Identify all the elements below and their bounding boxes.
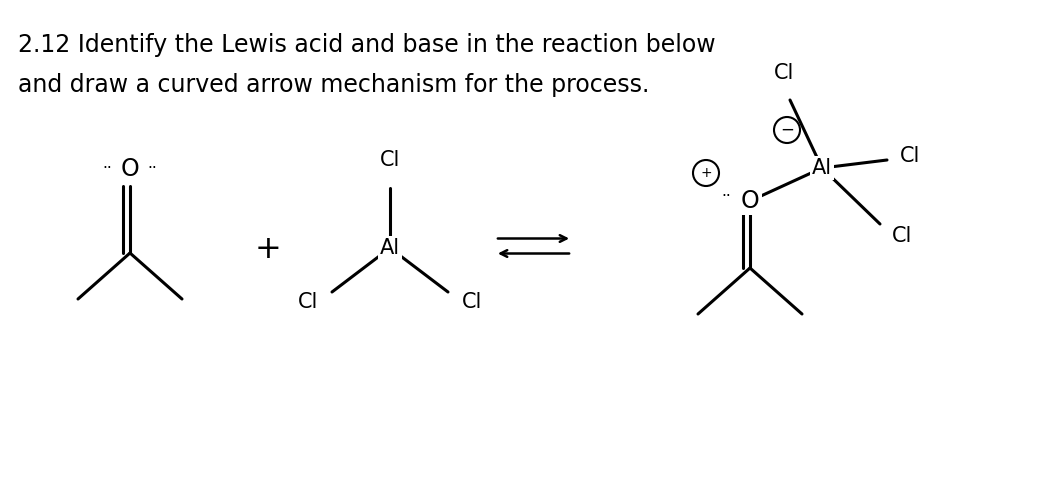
Text: O: O bbox=[740, 189, 759, 213]
Text: ··: ·· bbox=[721, 189, 731, 205]
Text: Cl: Cl bbox=[900, 146, 920, 166]
Text: Cl: Cl bbox=[298, 292, 318, 312]
Text: Cl: Cl bbox=[892, 226, 912, 246]
Text: Cl: Cl bbox=[774, 63, 794, 83]
Text: −: − bbox=[780, 121, 794, 139]
Text: +: + bbox=[254, 235, 281, 265]
Text: 2.12 Identify the Lewis acid and base in the reaction below: 2.12 Identify the Lewis acid and base in… bbox=[18, 33, 716, 57]
Text: Al: Al bbox=[812, 158, 832, 178]
Text: ··: ·· bbox=[102, 162, 112, 176]
Text: Cl: Cl bbox=[461, 292, 483, 312]
Text: ··: ·· bbox=[148, 162, 157, 176]
Text: +: + bbox=[700, 166, 712, 180]
Text: Al: Al bbox=[380, 238, 400, 258]
Text: and draw a curved arrow mechanism for the process.: and draw a curved arrow mechanism for th… bbox=[18, 73, 649, 97]
Text: Cl: Cl bbox=[380, 150, 400, 170]
Text: O: O bbox=[120, 157, 139, 181]
